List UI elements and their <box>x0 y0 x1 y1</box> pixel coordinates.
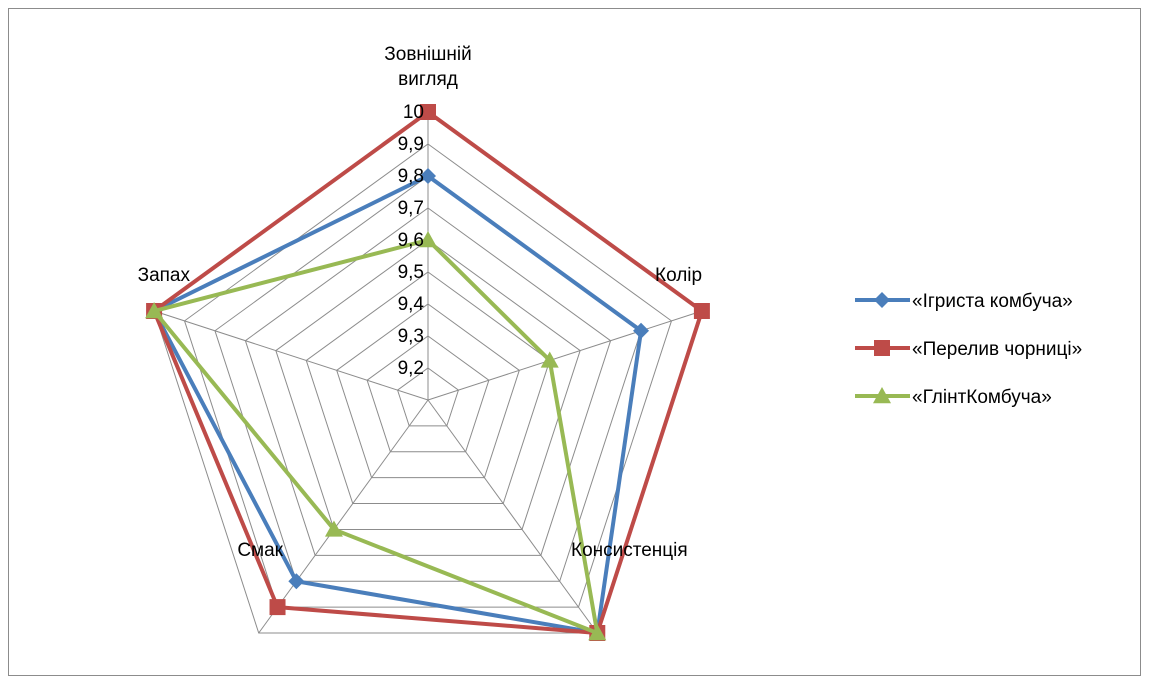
legend-item-1: «Перелив чорниці» <box>855 339 1082 360</box>
axis-label-line: Зовнішній <box>384 44 471 65</box>
axis-label-line: вигляд <box>398 69 458 90</box>
data-point-2-1 <box>540 351 559 368</box>
grid-ring-3 <box>305 271 551 505</box>
series-2 <box>145 231 607 641</box>
axis-label-1: Колір <box>655 265 702 286</box>
legend-item-2: «ГлінтКомбуча» <box>855 387 1052 408</box>
data-point-2-2 <box>588 623 607 641</box>
grid-ring-2 <box>336 303 520 479</box>
data-point-1-1 <box>693 303 710 320</box>
tick-label: 9,5 <box>398 262 424 283</box>
tick-label: 9,4 <box>398 294 425 315</box>
data-point-0-0 <box>420 168 436 184</box>
legend-label: «ГлінтКомбуча» <box>912 387 1052 408</box>
data-point-2-0 <box>419 231 437 248</box>
legend-label: «Перелив чорниці» <box>912 339 1082 360</box>
data-point-0-3 <box>288 573 305 590</box>
series-line-2 <box>152 238 600 635</box>
spoke-2 <box>427 399 598 634</box>
axis-label-0: Зовнішній вигляд <box>384 44 471 90</box>
series-line-1 <box>152 110 704 635</box>
axis-label-2: Консистенція <box>571 540 688 561</box>
grid-ring-1 <box>366 335 490 453</box>
spoke-4 <box>153 310 429 401</box>
tick-label: 9,8 <box>398 166 424 187</box>
tick-label: 9,9 <box>398 134 424 155</box>
tick-label: 9,6 <box>398 230 424 251</box>
axis-label-line: Смак <box>237 540 283 561</box>
data-point-2-4 <box>145 302 164 319</box>
data-point-2-3 <box>324 520 343 537</box>
grid-ring-4 <box>275 239 581 530</box>
chart-frame <box>8 8 1141 676</box>
tick-label: 9,7 <box>398 198 424 219</box>
legend-marker <box>874 292 890 308</box>
radar-series <box>145 104 710 641</box>
axis-label-3: Смак <box>237 540 283 561</box>
grid-ring-0 <box>396 367 460 427</box>
legend: «Ігриста комбуча» «Перелив чорниці» «Глінт… <box>855 291 1082 408</box>
spoke-1 <box>427 310 703 401</box>
tick-label: 9,3 <box>398 326 424 347</box>
data-point-1-0 <box>420 104 436 120</box>
data-point-0-1 <box>633 322 650 339</box>
axis-labels: Зовнішній вигляд Колір Консистенція Смак Запа… <box>138 44 703 561</box>
axis-label-line: Консистенція <box>571 540 688 561</box>
tick-label: 10 <box>403 102 424 123</box>
legend-item-0: «Ігриста комбуча» <box>855 291 1073 312</box>
spoke-3 <box>258 399 429 634</box>
grid-ring-5 <box>244 207 612 556</box>
axis-label-4: Запах <box>138 265 191 286</box>
data-point-1-3 <box>269 599 286 616</box>
axis-label-line: Запах <box>138 265 191 286</box>
legend-marker <box>874 340 890 356</box>
axis-label-line: Колір <box>655 265 702 286</box>
radar-spokes <box>153 112 703 634</box>
series-line-0 <box>152 174 644 635</box>
legend-label: «Ігриста комбуча» <box>912 291 1073 312</box>
legend-marker <box>873 387 891 404</box>
tick-label: 9,2 <box>398 358 424 379</box>
radial-tick-labels: 9,2 9,3 9,4 9,5 9,6 9,7 9,8 9,9 10 <box>398 102 425 379</box>
